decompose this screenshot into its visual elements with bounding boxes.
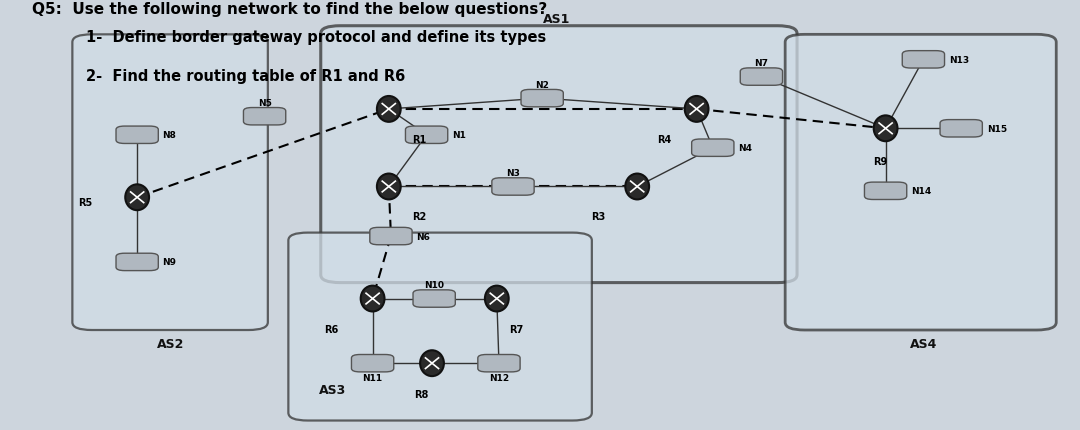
- Text: AS4: AS4: [909, 338, 937, 350]
- Text: R4: R4: [657, 135, 672, 144]
- Text: N5: N5: [258, 98, 271, 108]
- FancyBboxPatch shape: [369, 228, 413, 245]
- Text: N9: N9: [163, 258, 177, 267]
- Ellipse shape: [685, 97, 708, 123]
- Text: N15: N15: [987, 125, 1007, 133]
- FancyBboxPatch shape: [116, 254, 159, 271]
- Text: R7: R7: [509, 325, 524, 335]
- Text: N1: N1: [453, 131, 465, 140]
- Ellipse shape: [377, 174, 401, 200]
- FancyBboxPatch shape: [477, 355, 521, 372]
- Text: N12: N12: [489, 373, 509, 382]
- Text: N2: N2: [536, 80, 549, 89]
- Text: R9: R9: [873, 157, 888, 167]
- Text: N3: N3: [507, 169, 519, 178]
- Text: N14: N14: [912, 187, 931, 196]
- Text: N13: N13: [949, 56, 969, 64]
- Text: 1-  Define border gateway protocol and define its types: 1- Define border gateway protocol and de…: [86, 30, 546, 45]
- Text: N11: N11: [363, 373, 382, 382]
- Text: R1: R1: [411, 135, 427, 144]
- Text: AS2: AS2: [157, 338, 185, 350]
- Text: AS1: AS1: [542, 13, 570, 26]
- Text: AS3: AS3: [319, 383, 346, 396]
- Text: Q5:  Use the following network to find the below questions?: Q5: Use the following network to find th…: [32, 2, 548, 17]
- Text: R3: R3: [591, 212, 606, 222]
- FancyBboxPatch shape: [116, 127, 159, 144]
- Ellipse shape: [874, 116, 897, 142]
- FancyBboxPatch shape: [405, 127, 448, 144]
- Text: N8: N8: [163, 131, 176, 140]
- Text: R2: R2: [411, 212, 427, 222]
- FancyBboxPatch shape: [288, 233, 592, 421]
- Ellipse shape: [361, 286, 384, 312]
- Text: R5: R5: [78, 198, 93, 208]
- FancyBboxPatch shape: [785, 35, 1056, 330]
- FancyBboxPatch shape: [72, 35, 268, 330]
- FancyBboxPatch shape: [413, 290, 456, 307]
- FancyBboxPatch shape: [940, 120, 983, 138]
- Ellipse shape: [420, 350, 444, 376]
- Text: N10: N10: [424, 280, 444, 289]
- FancyBboxPatch shape: [902, 52, 945, 69]
- Text: 2-  Find the routing table of R1 and R6: 2- Find the routing table of R1 and R6: [86, 69, 406, 84]
- FancyBboxPatch shape: [691, 140, 734, 157]
- FancyBboxPatch shape: [351, 355, 394, 372]
- FancyBboxPatch shape: [740, 69, 783, 86]
- FancyBboxPatch shape: [243, 108, 286, 126]
- FancyBboxPatch shape: [491, 178, 535, 196]
- Ellipse shape: [377, 97, 401, 123]
- Ellipse shape: [125, 185, 149, 211]
- Text: N6: N6: [417, 232, 430, 241]
- FancyBboxPatch shape: [864, 183, 907, 200]
- FancyBboxPatch shape: [321, 27, 797, 283]
- Text: N4: N4: [739, 144, 753, 153]
- FancyBboxPatch shape: [521, 90, 564, 108]
- Text: R8: R8: [414, 389, 429, 399]
- Ellipse shape: [485, 286, 509, 312]
- Text: N7: N7: [755, 59, 768, 68]
- Text: R6: R6: [324, 325, 339, 335]
- Ellipse shape: [625, 174, 649, 200]
